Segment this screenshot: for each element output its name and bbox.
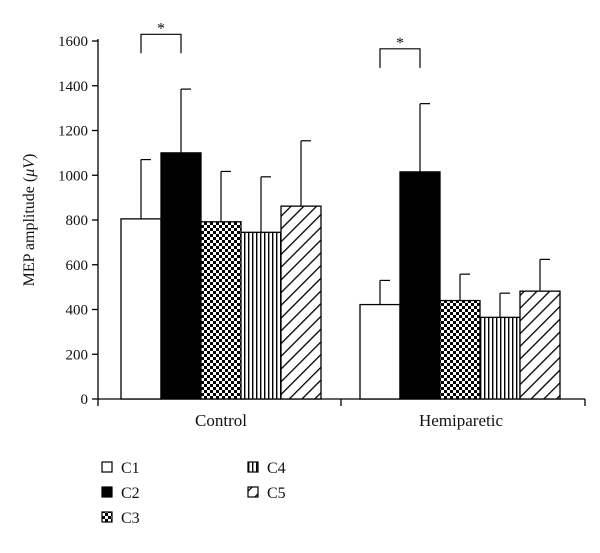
legend-item-c2: C2 [101,485,140,502]
significance-bracket-control [140,33,182,54]
y-tick-label-600: 600 [66,258,89,274]
y-tick-label-800: 800 [66,213,89,229]
legend-item-c4: C4 [247,460,286,477]
legend-label-c3: C3 [121,510,140,527]
y-tick-label-1200: 1200 [58,124,88,140]
legend-swatch-c3 [101,511,113,523]
bar-control-c2 [160,152,202,400]
legend-label-c1: C1 [121,460,140,477]
bar-control-c3 [200,221,242,400]
y-tick-label-200: 200 [66,347,89,363]
legend-swatch-c2 [101,486,113,498]
bar-control-c1 [120,218,162,400]
y-tick-label-0: 0 [81,392,89,408]
legend-swatch-c5 [247,486,259,498]
bar-control-c5 [280,205,322,400]
bar-control-c4 [240,231,282,400]
bar-hemiparetic-c4 [479,316,521,400]
y-tick-label-1000: 1000 [58,168,88,184]
legend-item-c3: C3 [101,510,140,527]
y-tick-label-1600: 1600 [58,34,88,50]
bar-hemiparetic-c3 [439,299,481,400]
legend-label-c4: C4 [267,460,286,477]
y-axis-title: MEP amplitude (μV) [21,154,38,287]
legend-label-c2: C2 [121,485,140,502]
bar-hemiparetic-c1 [359,303,401,400]
significance-marker-control: * [157,20,165,37]
group-label-control: Control [195,411,247,430]
legend-item-c1: C1 [101,460,140,477]
legend-item-c5: C5 [247,485,286,502]
y-tick-label-1400: 1400 [58,79,88,95]
group-label-hemiparetic: Hemiparetic [419,411,503,430]
bar-hemiparetic-c2 [399,171,441,400]
significance-bracket-hemiparetic [379,48,421,68]
y-tick-label-400: 400 [66,303,89,319]
significance-marker-hemiparetic: * [396,35,404,52]
legend-swatch-c1 [101,461,113,473]
bar-hemiparetic-c5 [519,290,561,400]
legend-swatch-c4 [247,461,259,473]
plot-area: 0 200 400 600 800 1000 1200 1400 1600 * * [58,20,586,408]
legend: C1 C2 C3 C4 C5 [101,460,286,527]
legend-label-c5: C5 [267,485,286,502]
